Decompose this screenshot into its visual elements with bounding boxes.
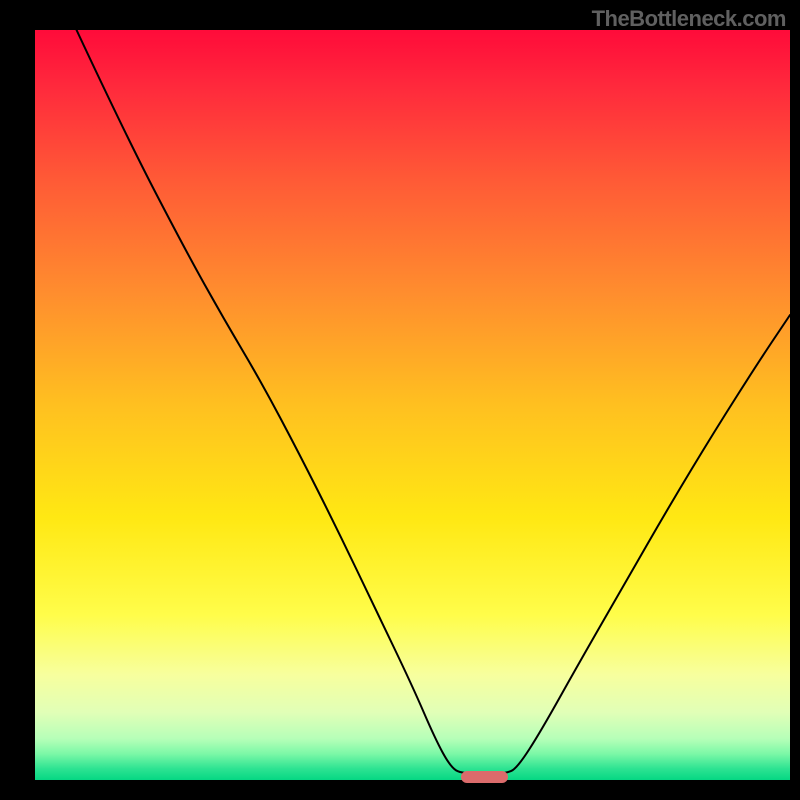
watermark-text: TheBottleneck.com [592,6,786,32]
chart-frame: TheBottleneck.com [0,0,800,800]
gradient-background [35,30,790,780]
plot-svg [35,30,790,780]
optimal-range-marker [461,771,508,783]
plot-area [35,30,790,780]
